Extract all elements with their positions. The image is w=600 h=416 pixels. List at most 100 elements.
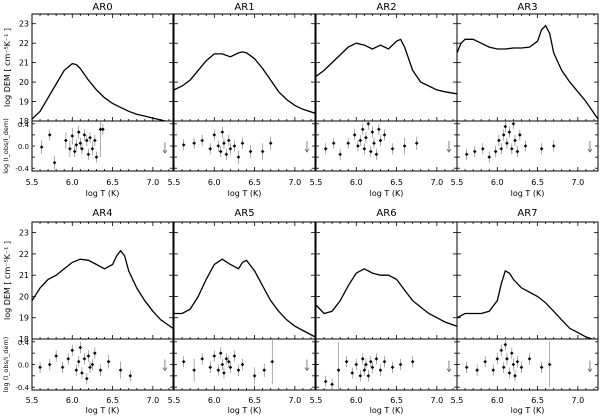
residual-point <box>507 130 512 134</box>
upper-limit-arrow <box>162 142 168 154</box>
residual-point <box>519 365 524 370</box>
panel-title: AR4 <box>92 208 112 219</box>
residual-point <box>82 357 87 361</box>
residual-point <box>47 133 52 137</box>
dem-y-tick-label: 18 <box>19 335 29 344</box>
residual-point <box>88 135 92 140</box>
x-tick-label: 6.0 <box>350 396 363 405</box>
residual-point <box>336 368 341 372</box>
residual-point <box>410 359 415 364</box>
panel-ar0: AR0 5.5 6.0 6.5 7.0 log T (K) 18 19 20 21 22 23 -0.4… <box>2 2 174 198</box>
x-tick-label: 6.0 <box>208 396 221 405</box>
residual-point <box>208 365 213 370</box>
residual-panel-frame <box>315 338 458 391</box>
residual-point <box>208 146 213 151</box>
residual-point <box>101 127 105 132</box>
residual-point <box>364 362 368 367</box>
residual-point <box>200 357 204 361</box>
residual-point <box>236 368 241 372</box>
residual-point <box>495 357 500 361</box>
residual-point <box>472 149 477 154</box>
dem-panel-frame <box>173 221 316 340</box>
residual-point <box>464 365 469 370</box>
panel-title: AR2 <box>376 2 396 13</box>
residual-point <box>360 357 365 361</box>
residual-point <box>66 357 71 361</box>
panel-ar5: AR5 5.5 6.0 6.5 7.0 log T (K) <box>168 208 316 415</box>
x-axis-label: log T (K) <box>228 189 262 198</box>
residual-point <box>181 143 186 147</box>
residual-point <box>240 141 245 146</box>
residual-point <box>84 138 89 143</box>
x-tick-label: 7.0 <box>430 396 443 405</box>
residual-point <box>475 368 479 372</box>
x-axis-label: log T (K) <box>86 189 120 198</box>
residual-point <box>47 362 52 367</box>
residual-point <box>483 359 487 364</box>
x-axis-label: log T (K) <box>511 189 545 198</box>
residual-point <box>60 365 65 370</box>
residual-point <box>366 374 371 378</box>
residual-point <box>98 368 103 372</box>
dem-panel-frame <box>31 13 174 122</box>
x-tick-label: 5.5 <box>168 178 181 187</box>
residual-point <box>90 362 95 367</box>
x-tick-label: 7.0 <box>571 178 584 187</box>
residual-point <box>76 359 81 364</box>
residual-point <box>94 155 99 159</box>
residual-point <box>200 138 204 143</box>
residual-point <box>501 365 506 370</box>
residual-panel-frame <box>173 338 316 391</box>
residual-point <box>362 368 367 372</box>
residual-point <box>390 146 395 151</box>
dem-panel-frame <box>456 13 599 122</box>
residual-point <box>505 357 509 361</box>
residual-point <box>509 146 514 151</box>
residual-point <box>224 357 229 361</box>
residual-point <box>515 359 520 364</box>
x-tick-label: 6.0 <box>491 396 504 405</box>
residual-point <box>362 146 367 151</box>
upper-limit-arrow <box>162 359 168 372</box>
residual-panel-frame <box>173 120 316 172</box>
residual-point <box>360 127 365 132</box>
residual-point <box>352 133 357 137</box>
x-axis-label: log T (K) <box>228 406 262 415</box>
x-tick-label: 7.0 <box>146 396 159 405</box>
dem-y-tick-label: 21 <box>19 59 29 68</box>
residual-point <box>523 144 528 148</box>
residual-point <box>70 348 75 353</box>
residual-point <box>378 368 383 372</box>
residual-point <box>262 368 267 372</box>
residual-point <box>382 359 387 364</box>
residual-point <box>224 152 229 157</box>
residual-point <box>515 149 520 154</box>
panel-title: AR6 <box>376 208 396 219</box>
dem-panel-frame <box>31 221 174 340</box>
residual-point <box>220 130 225 134</box>
residual-point <box>70 134 75 138</box>
residual-point <box>54 354 58 358</box>
residual-point <box>212 133 217 137</box>
upper-limit-arrow <box>587 360 593 373</box>
x-tick-label: 5.5 <box>168 396 181 405</box>
residual-point <box>216 144 221 148</box>
residual-point <box>98 127 103 132</box>
residual-point <box>216 368 221 372</box>
x-tick-label: 7.0 <box>146 178 159 187</box>
dem-y-tick-label: 23 <box>19 229 29 238</box>
residual-point <box>539 365 544 370</box>
x-tick-label: 6.0 <box>350 178 363 187</box>
residual-point <box>80 371 84 375</box>
x-tick-label: 6.0 <box>208 178 221 187</box>
dem-curve <box>316 38 457 95</box>
res-y-tick-label: 0.0 <box>18 362 29 370</box>
x-tick-label: 6.5 <box>390 396 403 405</box>
dem-y-tick-label: 18 <box>19 117 29 126</box>
dem-curve <box>32 249 173 329</box>
dem-curve <box>457 269 594 339</box>
dem-panel-frame <box>315 221 458 340</box>
x-tick-label: 6.5 <box>390 178 403 187</box>
x-tick-label: 6.5 <box>106 396 119 405</box>
